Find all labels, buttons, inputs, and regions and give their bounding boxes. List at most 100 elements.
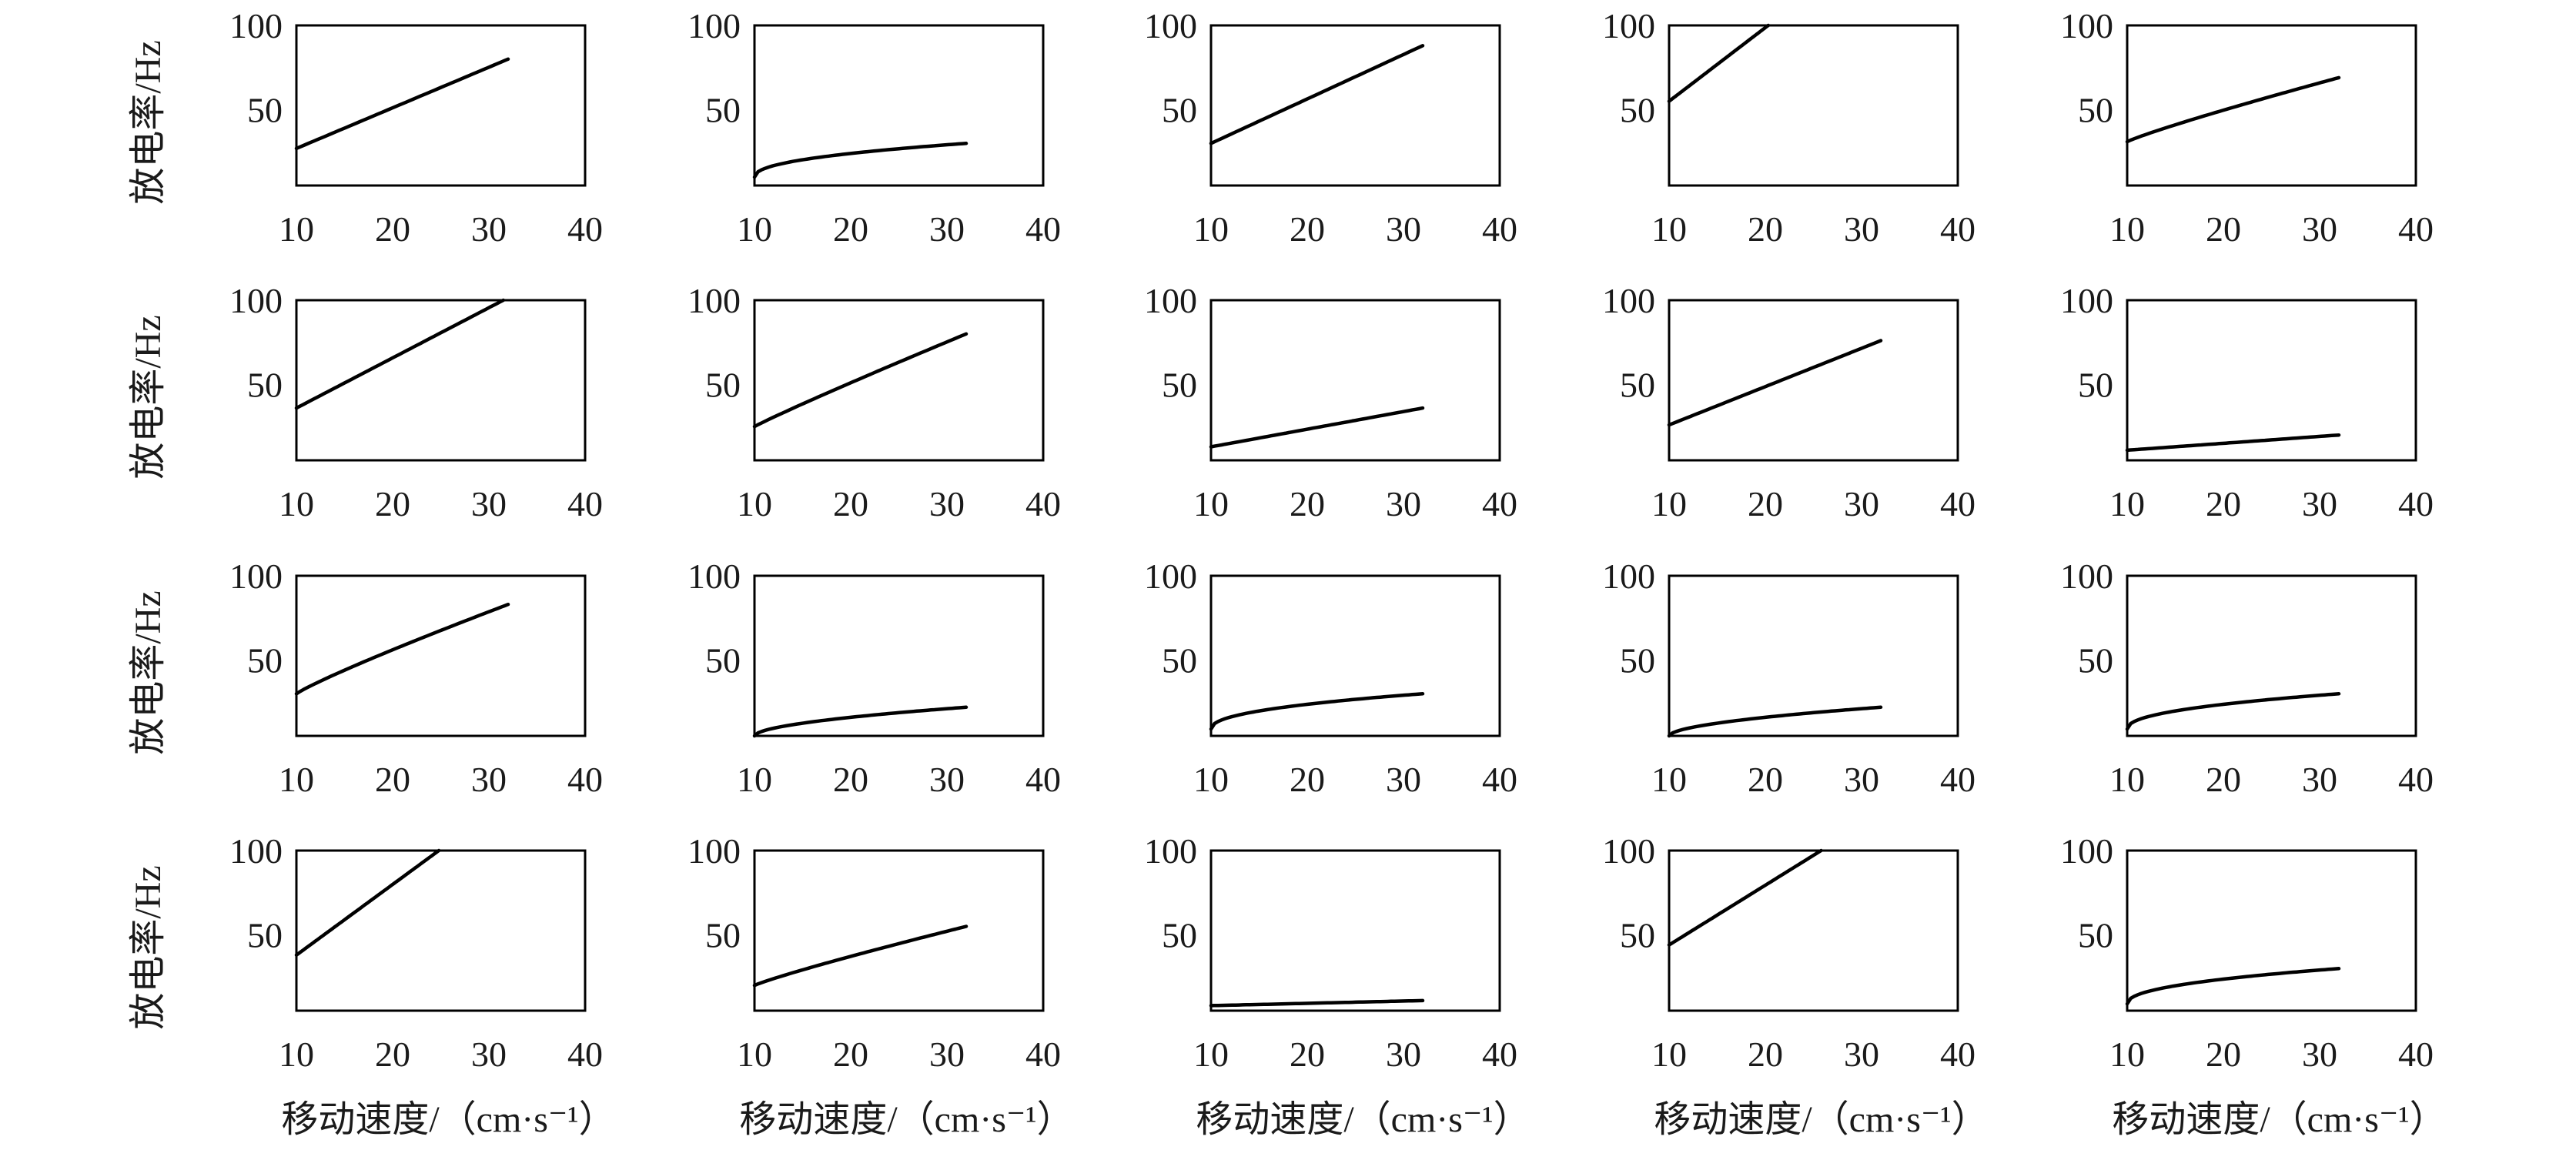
x-tick-label: 40 <box>2398 484 2434 523</box>
x-tick-label: 40 <box>1025 209 1061 249</box>
panel-3-4-frame <box>1668 574 1959 737</box>
panel-1-3-series-line <box>1209 44 1425 145</box>
y-axis-label: 放电率/Hz <box>128 590 169 754</box>
x-axis-label: 移动速度/（cm·s⁻¹） <box>1196 1099 1530 1140</box>
x-tick-label: 30 <box>471 760 507 799</box>
x-tick-label: 20 <box>2206 209 2241 249</box>
x-tick-label: 10 <box>2109 209 2145 249</box>
panel-1-2-frame <box>753 24 1045 187</box>
panel-4-4: 50 100 10 20 30 40 移动速度/（cm·s⁻¹） <box>1602 831 1989 1140</box>
panel-2-5-series-line <box>2125 433 2341 453</box>
x-tick-label: 10 <box>279 484 314 523</box>
y-tick-label: 100 <box>1144 281 1197 320</box>
panel-4-1: 50 100 10 20 30 40 放电率/Hz 移动速度/（cm·s⁻¹） <box>128 831 616 1140</box>
x-tick-label: 40 <box>567 760 603 799</box>
x-tick-label: 20 <box>2206 760 2241 799</box>
x-tick-label: 10 <box>279 760 314 799</box>
panel-2-2-series-line <box>752 332 969 429</box>
panel-3-1-frame <box>295 574 587 737</box>
x-tick-label: 40 <box>1940 484 1975 523</box>
panel-3-5: 50 100 10 20 30 40 <box>2060 557 2434 799</box>
panel-3-1-series-line <box>294 602 510 696</box>
y-tick-label: 100 <box>1144 6 1197 45</box>
x-tick-label: 40 <box>567 209 603 249</box>
x-tick-label: 10 <box>737 484 772 523</box>
y-tick-label: 100 <box>229 557 283 596</box>
panel-2-1-frame <box>295 299 587 462</box>
y-tick-label: 100 <box>1602 281 1655 320</box>
y-tick-label: 100 <box>2060 557 2113 596</box>
y-tick-label: 50 <box>2078 915 2113 954</box>
x-tick-label: 30 <box>1844 760 1879 799</box>
x-tick-label: 10 <box>1193 760 1229 799</box>
y-tick-label: 50 <box>1620 365 1655 404</box>
panel-4-1-frame <box>295 849 587 1012</box>
y-tick-label: 100 <box>2060 6 2113 45</box>
panel-3-3-series-line <box>1209 692 1425 731</box>
y-tick-label: 50 <box>247 640 283 680</box>
y-tick-label: 50 <box>705 90 741 129</box>
panel-1-5: 50 100 10 20 30 40 <box>2060 6 2434 249</box>
panel-1-3: 50 100 10 20 30 40 <box>1144 6 1517 249</box>
panel-4-5-frame <box>2126 849 2417 1012</box>
x-tick-label: 10 <box>737 209 772 249</box>
x-tick-label: 10 <box>2109 1035 2145 1074</box>
x-tick-label: 30 <box>2302 209 2337 249</box>
y-tick-label: 50 <box>2078 90 2113 129</box>
x-tick-label: 30 <box>471 1035 507 1074</box>
x-tick-label: 40 <box>567 484 603 523</box>
x-tick-label: 40 <box>1025 760 1061 799</box>
x-tick-label: 40 <box>1940 1035 1975 1074</box>
x-tick-label: 30 <box>2302 1035 2337 1074</box>
x-tick-label: 30 <box>1386 484 1421 523</box>
y-tick-label: 100 <box>687 6 741 45</box>
y-tick-label: 50 <box>2078 365 2113 404</box>
x-tick-label: 20 <box>1290 1035 1325 1074</box>
x-tick-label: 40 <box>1482 1035 1517 1074</box>
x-tick-label: 30 <box>1386 209 1421 249</box>
x-tick-label: 30 <box>929 209 965 249</box>
x-tick-label: 30 <box>1844 1035 1879 1074</box>
x-tick-label: 30 <box>1844 209 1879 249</box>
x-tick-label: 30 <box>471 484 507 523</box>
y-tick-label: 100 <box>687 557 741 596</box>
x-tick-label: 10 <box>1651 760 1687 799</box>
panel-1-5-series-line <box>2125 75 2341 144</box>
x-tick-label: 20 <box>1748 760 1783 799</box>
panel-2-3-frame <box>1209 299 1501 462</box>
x-tick-label: 20 <box>1748 209 1783 249</box>
x-tick-label: 30 <box>1386 1035 1421 1074</box>
panel-3-2: 50 100 10 20 30 40 <box>687 557 1061 799</box>
x-tick-label: 10 <box>2109 760 2145 799</box>
panel-4-3-frame <box>1209 849 1501 1012</box>
x-tick-label: 30 <box>2302 484 2337 523</box>
panel-4-3-series-line <box>1209 998 1425 1008</box>
x-tick-label: 20 <box>1748 484 1783 523</box>
panel-2-2: 50 100 10 20 30 40 <box>687 281 1061 523</box>
panel-3-3-frame <box>1209 574 1501 737</box>
y-tick-label: 50 <box>2078 640 2113 680</box>
y-tick-label: 100 <box>229 831 283 871</box>
y-axis-label: 放电率/Hz <box>128 315 169 479</box>
x-axis-label: 移动速度/（cm·s⁻¹） <box>739 1099 1073 1140</box>
x-tick-label: 20 <box>1748 1035 1783 1074</box>
x-tick-label: 20 <box>1290 484 1325 523</box>
y-tick-label: 100 <box>1602 557 1655 596</box>
x-tick-label: 30 <box>1844 484 1879 523</box>
panel-3-2-series-line <box>752 705 969 738</box>
x-tick-label: 10 <box>737 760 772 799</box>
y-tick-label: 50 <box>1620 915 1655 954</box>
panel-2-3-series-line <box>1209 406 1425 449</box>
panel-3-3: 50 100 10 20 30 40 <box>1144 557 1517 799</box>
panel-4-2-frame <box>753 849 1045 1012</box>
x-tick-label: 40 <box>2398 760 2434 799</box>
x-tick-label: 40 <box>567 1035 603 1074</box>
y-tick-label: 100 <box>1144 831 1197 871</box>
x-tick-label: 30 <box>1386 760 1421 799</box>
x-tick-label: 20 <box>375 760 410 799</box>
y-tick-label: 50 <box>1620 640 1655 680</box>
panel-4-5: 50 100 10 20 30 40 移动速度/（cm·s⁻¹） <box>2060 831 2447 1140</box>
x-tick-label: 20 <box>1290 760 1325 799</box>
panel-4-3: 50 100 10 20 30 40 移动速度/（cm·s⁻¹） <box>1144 831 1531 1140</box>
